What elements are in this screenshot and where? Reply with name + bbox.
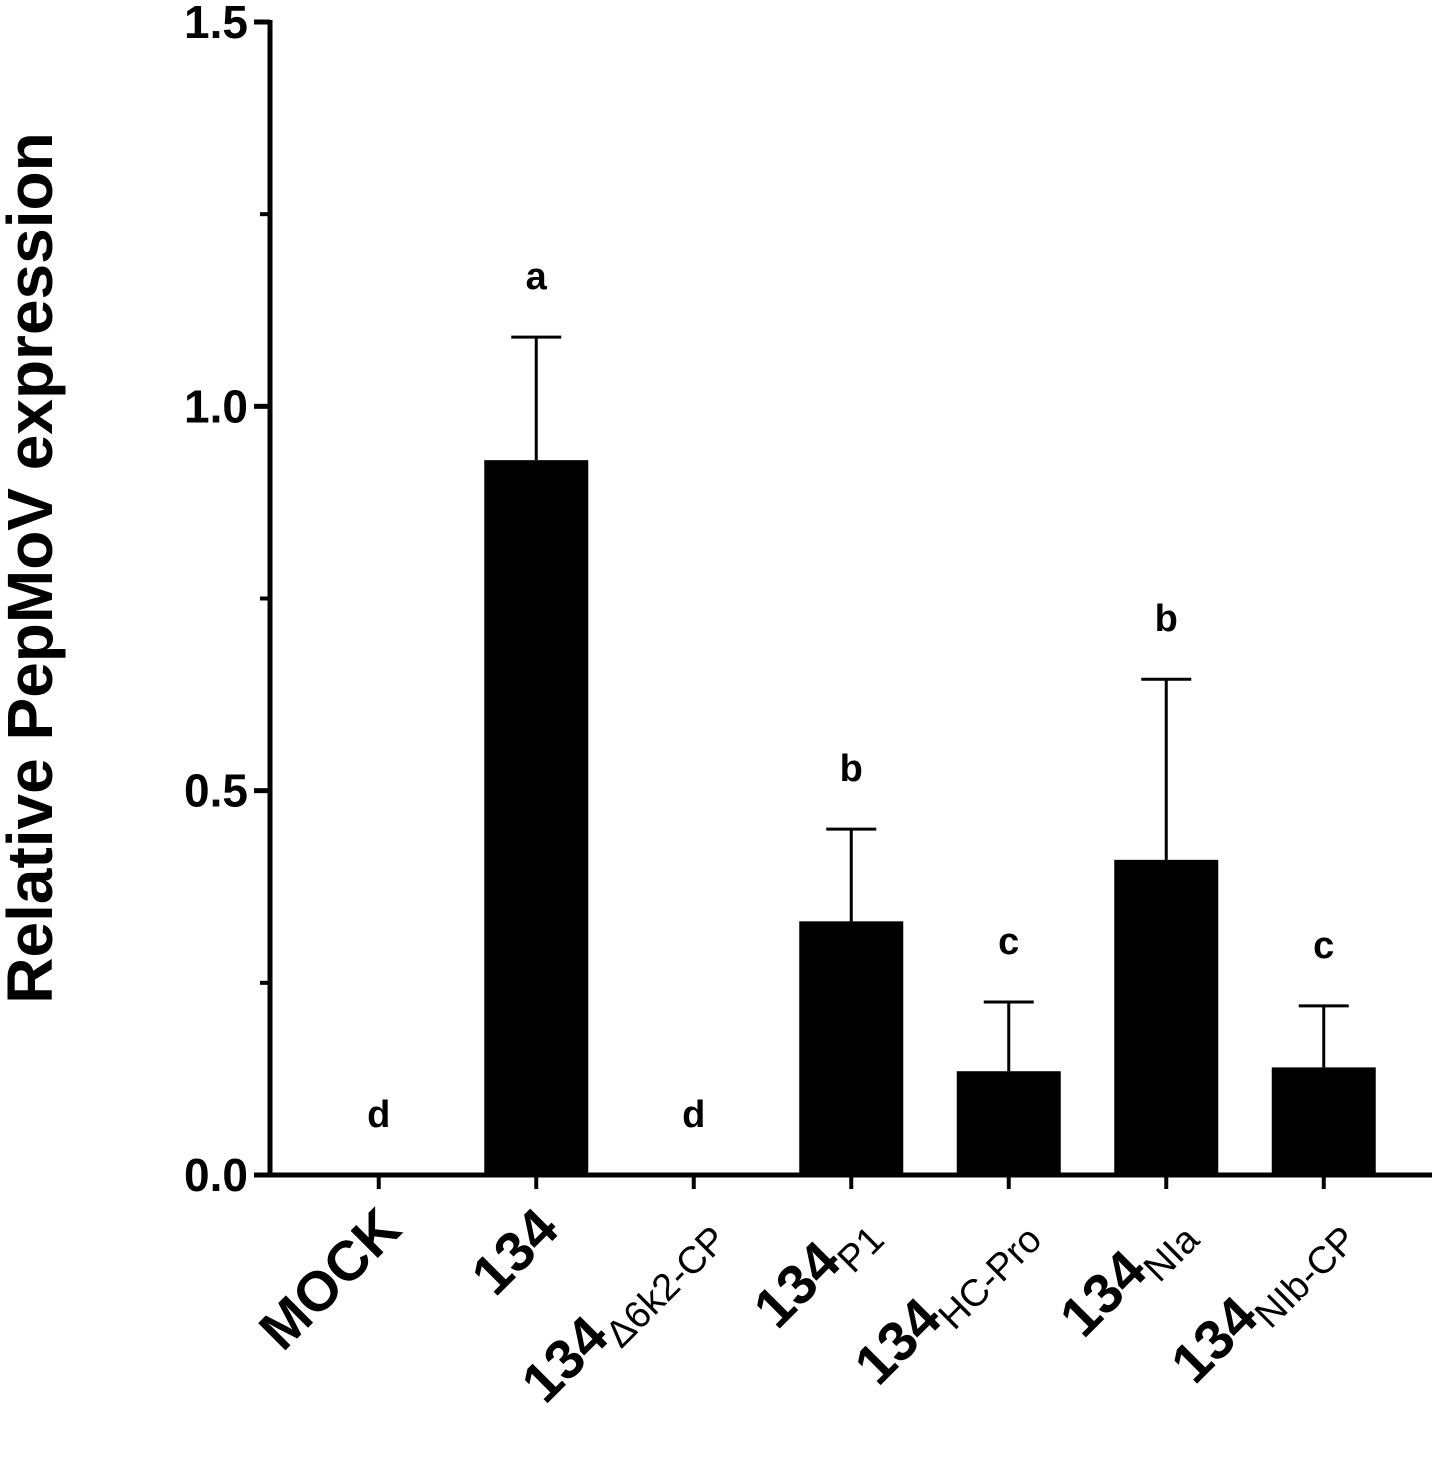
significance-letter: b [840,748,863,790]
y-tick-label: 0.0 [184,1149,248,1201]
x-tick-label: MOCK [247,1196,413,1362]
bar [1271,1067,1376,1175]
significance-letter: b [1155,598,1178,640]
y-tick-label: 1.5 [184,0,248,48]
x-tick-label-main: 134 [459,1196,570,1307]
y-tick-label: 0.5 [184,765,248,817]
x-tick-label-subscript: NIb-CP [1247,1219,1365,1337]
y-axis-label: Relative PepMoV expression [0,132,66,1003]
bar [1114,859,1219,1175]
x-tick-label: 134NIb-CP [1159,1196,1365,1402]
x-tick-label-main: MOCK [247,1196,413,1362]
bar [956,1071,1061,1175]
x-tick-label: 134HC-Pro [842,1196,1050,1404]
significance-letter: c [998,921,1019,963]
bar [799,921,904,1175]
significance-letter: c [1313,925,1334,967]
y-tick-label: 1.0 [184,380,248,432]
significance-letter: a [526,256,548,298]
significance-letter: d [367,1094,390,1136]
bar [484,460,589,1175]
significance-letter: d [682,1094,705,1136]
x-tick-label-subscript: HC-Pro [931,1219,1050,1338]
x-tick-label-subscript: Δ6k2-CP [598,1219,735,1356]
x-tick-label: 134 [459,1196,570,1307]
